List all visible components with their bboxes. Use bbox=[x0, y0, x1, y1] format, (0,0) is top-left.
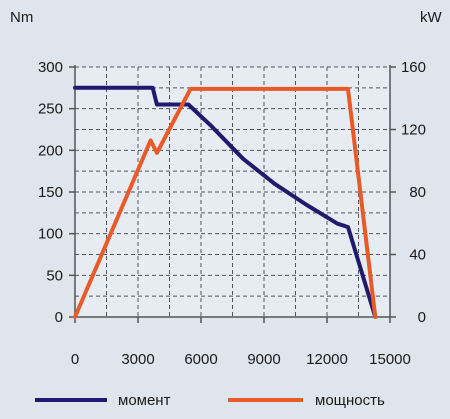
series-line-2 bbox=[73, 86, 378, 319]
y-right-tick-label: 40 bbox=[409, 247, 426, 264]
y-right-tick-label: 120 bbox=[401, 122, 426, 139]
x-tick-label: 12000 bbox=[306, 351, 348, 368]
x-tick-label: 9000 bbox=[247, 351, 280, 368]
legend-label-2: мощность bbox=[315, 392, 385, 409]
x-tick-label: 15000 bbox=[369, 351, 411, 368]
y-left-tick-label: 150 bbox=[38, 184, 63, 201]
y-right-tick-label: 160 bbox=[401, 59, 426, 76]
x-tick-label: 0 bbox=[71, 351, 79, 368]
legend: момент мощность bbox=[35, 392, 385, 409]
y-left-tick-label: 0 bbox=[55, 309, 63, 326]
axes bbox=[69, 65, 396, 323]
y-left-tick-label: 250 bbox=[38, 101, 63, 118]
y-left-tick-label: 100 bbox=[38, 226, 63, 243]
right-axis-unit: kW bbox=[420, 9, 443, 26]
x-tick-label: 3000 bbox=[121, 351, 154, 368]
left-axis-unit: Nm bbox=[10, 9, 33, 26]
legend-label-1: момент bbox=[118, 392, 171, 409]
x-tick-label: 6000 bbox=[184, 351, 217, 368]
y-right-tick-label: 80 bbox=[409, 184, 426, 201]
series-line-1 bbox=[73, 85, 378, 319]
y-left-tick-label: 50 bbox=[46, 267, 63, 284]
y-left-tick-label: 300 bbox=[38, 59, 63, 76]
y-left-tick-label: 200 bbox=[38, 142, 63, 159]
grid bbox=[75, 66, 390, 317]
y-right-tick-label: 0 bbox=[418, 309, 426, 326]
series-lines bbox=[73, 85, 378, 319]
